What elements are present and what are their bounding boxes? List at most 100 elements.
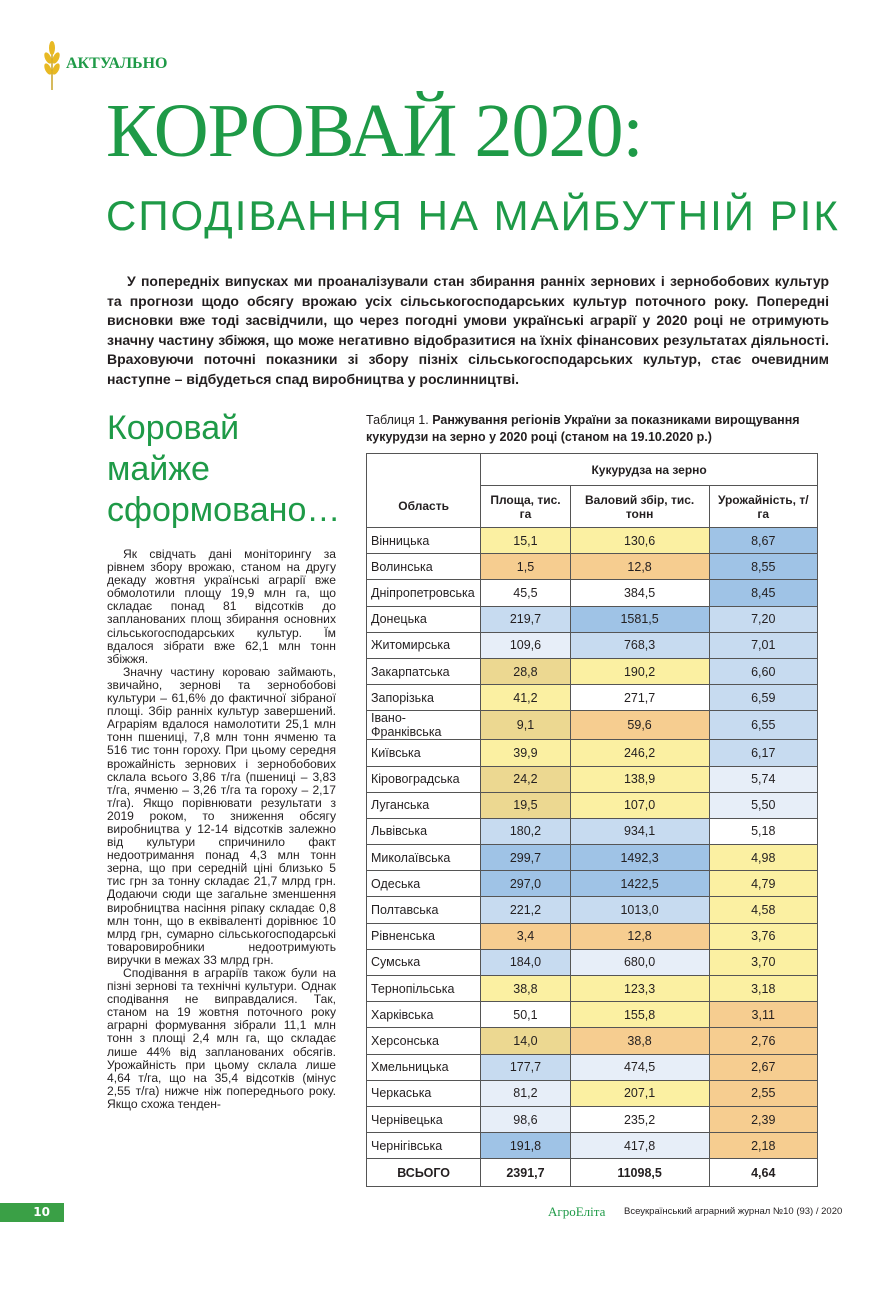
subtitle: СПОДІВАННЯ НА МАЙБУТНІЙ РІК xyxy=(106,192,840,239)
table-cell: 107,0 xyxy=(569,791,710,819)
table-cell: 123,3 xyxy=(569,974,710,1003)
table-cell: 38,8 xyxy=(569,1027,710,1055)
table-cell: 50,1 xyxy=(480,1001,571,1029)
table-cell: 384,5 xyxy=(569,579,710,607)
table-cell: 6,55 xyxy=(708,710,819,741)
region-name: Закарпатська xyxy=(365,657,482,686)
region-name: Одеська xyxy=(365,870,482,898)
table-cell: 3,4 xyxy=(480,922,571,950)
table-cell: 1581,5 xyxy=(569,605,710,633)
table-cell: 3,76 xyxy=(708,922,819,950)
table-cell: 6,17 xyxy=(708,739,819,767)
table-cell: 3,70 xyxy=(708,948,819,977)
table-cell: 2,39 xyxy=(708,1105,819,1134)
table-row: Запорізька 41,2 271,7 6,59 xyxy=(365,684,819,712)
table-row: Чернігівська 191,8 417,8 2,18 xyxy=(365,1132,819,1160)
table-row: Львівська 180,2 934,1 5,18 xyxy=(365,817,819,846)
page-number: 10 xyxy=(0,1203,64,1222)
table-cell: 246,2 xyxy=(569,739,710,767)
table-row: Одеська 297,0 1422,5 4,79 xyxy=(365,870,819,898)
table-cell: 6,60 xyxy=(708,657,819,686)
article-body: Як свідчать дані моніторингу за рівнем з… xyxy=(107,548,336,1188)
title: КОРОВАЙ 2020: xyxy=(106,89,644,173)
table-caption: Таблиця 1. Ранжування регіонів України з… xyxy=(366,412,822,446)
table-row: Вінницька 15,1 130,6 8,67 xyxy=(365,526,819,555)
table-cell: 417,8 xyxy=(569,1132,710,1160)
column-header: Площа, тис. га xyxy=(480,485,571,528)
region-name: Хмельницька xyxy=(365,1053,482,1081)
table-cell: 934,1 xyxy=(569,817,710,846)
region-name: Миколаївська xyxy=(365,844,482,872)
table-row: Донецька 219,7 1581,5 7,20 xyxy=(365,605,819,633)
table-row: Тернопільська 38,8 123,3 3,18 xyxy=(365,974,819,1003)
table-cell: 1,5 xyxy=(480,553,571,581)
section-label: АКТУАЛЬНО xyxy=(66,55,168,72)
table-cell: 130,6 xyxy=(569,526,710,555)
table-row: Івано-Франківська 9,1 59,6 6,55 xyxy=(365,710,819,741)
table-row: Дніпропетровська 45,5 384,5 8,45 xyxy=(365,579,819,607)
table-cell: 4,79 xyxy=(708,870,819,898)
table-cell: 2,18 xyxy=(708,1132,819,1160)
region-name: Волинська xyxy=(365,553,482,581)
table-cell: 5,18 xyxy=(708,817,819,846)
table-cell: 8,67 xyxy=(708,526,819,555)
table-cell: 768,3 xyxy=(569,631,710,659)
column-header: Урожайність, т/га xyxy=(708,485,819,528)
table-cell: 4,98 xyxy=(708,844,819,872)
table-cell: 15,1 xyxy=(480,526,571,555)
region-name: Львівська xyxy=(365,817,482,846)
table-cell: 1422,5 xyxy=(569,870,710,898)
table-cell: 38,8 xyxy=(480,974,571,1003)
total-cell: 4,64 xyxy=(708,1158,819,1188)
region-name: Луганська xyxy=(365,791,482,819)
table-cell: 14,0 xyxy=(480,1027,571,1055)
article-heading: Коровай майже сформовано… xyxy=(107,409,341,529)
table-cell: 28,8 xyxy=(480,657,571,686)
table-cell: 155,8 xyxy=(569,1001,710,1029)
paragraph: Значну частину короваю займають, звичайн… xyxy=(107,664,336,967)
region-name: Вінницька xyxy=(365,526,482,555)
table-cell: 3,18 xyxy=(708,974,819,1003)
table-row: Харківська 50,1 155,8 3,11 xyxy=(365,1001,819,1029)
caption-text: Ранжування регіонів України за показника… xyxy=(366,413,800,444)
table-row: Волинська 1,5 12,8 8,55 xyxy=(365,553,819,581)
table-row: Закарпатська 28,8 190,2 6,60 xyxy=(365,657,819,686)
table-cell: 5,50 xyxy=(708,791,819,819)
journal: Всеукраїнський аграрний журнал №10 (93) … xyxy=(624,1206,843,1217)
region-name: Донецька xyxy=(365,605,482,633)
region-name: Херсонська xyxy=(365,1027,482,1055)
table-row: Житомирська 109,6 768,3 7,01 xyxy=(365,631,819,659)
total-cell: 2391,7 xyxy=(480,1158,571,1188)
table-row: Кіровоградська 24,2 138,9 5,74 xyxy=(365,765,819,793)
region-name: Запорізька xyxy=(365,684,482,712)
table-cell: 207,1 xyxy=(569,1079,710,1107)
region-name: Житомирська xyxy=(365,631,482,659)
table-row: Миколаївська 299,7 1492,3 4,98 xyxy=(365,844,819,872)
table-cell: 271,7 xyxy=(569,684,710,712)
table-cell: 6,59 xyxy=(708,684,819,712)
region-name: Рівненська xyxy=(365,922,482,950)
group-row: Кукурудза на зерно xyxy=(365,453,818,486)
table-cell: 109,6 xyxy=(480,631,571,659)
table-cell: 7,01 xyxy=(708,631,819,659)
table-cell: 191,8 xyxy=(480,1132,571,1160)
region-name: Черкаська xyxy=(365,1079,482,1107)
table-cell: 41,2 xyxy=(480,684,571,712)
table-cell: 680,0 xyxy=(569,948,710,977)
total-cell: 11098,5 xyxy=(569,1158,710,1188)
table-cell: 297,0 xyxy=(480,870,571,898)
table: Кукурудза на зерно Область Площа, тис. га В… xyxy=(365,453,819,1188)
table-cell: 1013,0 xyxy=(569,896,710,924)
table-row: Чернівецька 98,6 235,2 2,39 xyxy=(365,1105,819,1134)
total-cell: ВСЬОГО xyxy=(365,1158,482,1188)
table-row: Рівненська 3,4 12,8 3,76 xyxy=(365,922,819,950)
table-cell: 12,8 xyxy=(569,553,710,581)
header-row: Область Площа, тис. га Валовий збір, тис. … xyxy=(365,485,819,528)
region-name: Київська xyxy=(365,739,482,767)
table-cell: 184,0 xyxy=(480,948,571,977)
region-name: Чернігівська xyxy=(365,1132,482,1160)
table-cell: 8,55 xyxy=(708,553,819,581)
region-name: Тернопільська xyxy=(365,974,482,1003)
table-row: Хмельницька 177,7 474,5 2,67 xyxy=(365,1053,819,1081)
lead: У попередніх випусках ми проаналізували … xyxy=(107,273,829,387)
